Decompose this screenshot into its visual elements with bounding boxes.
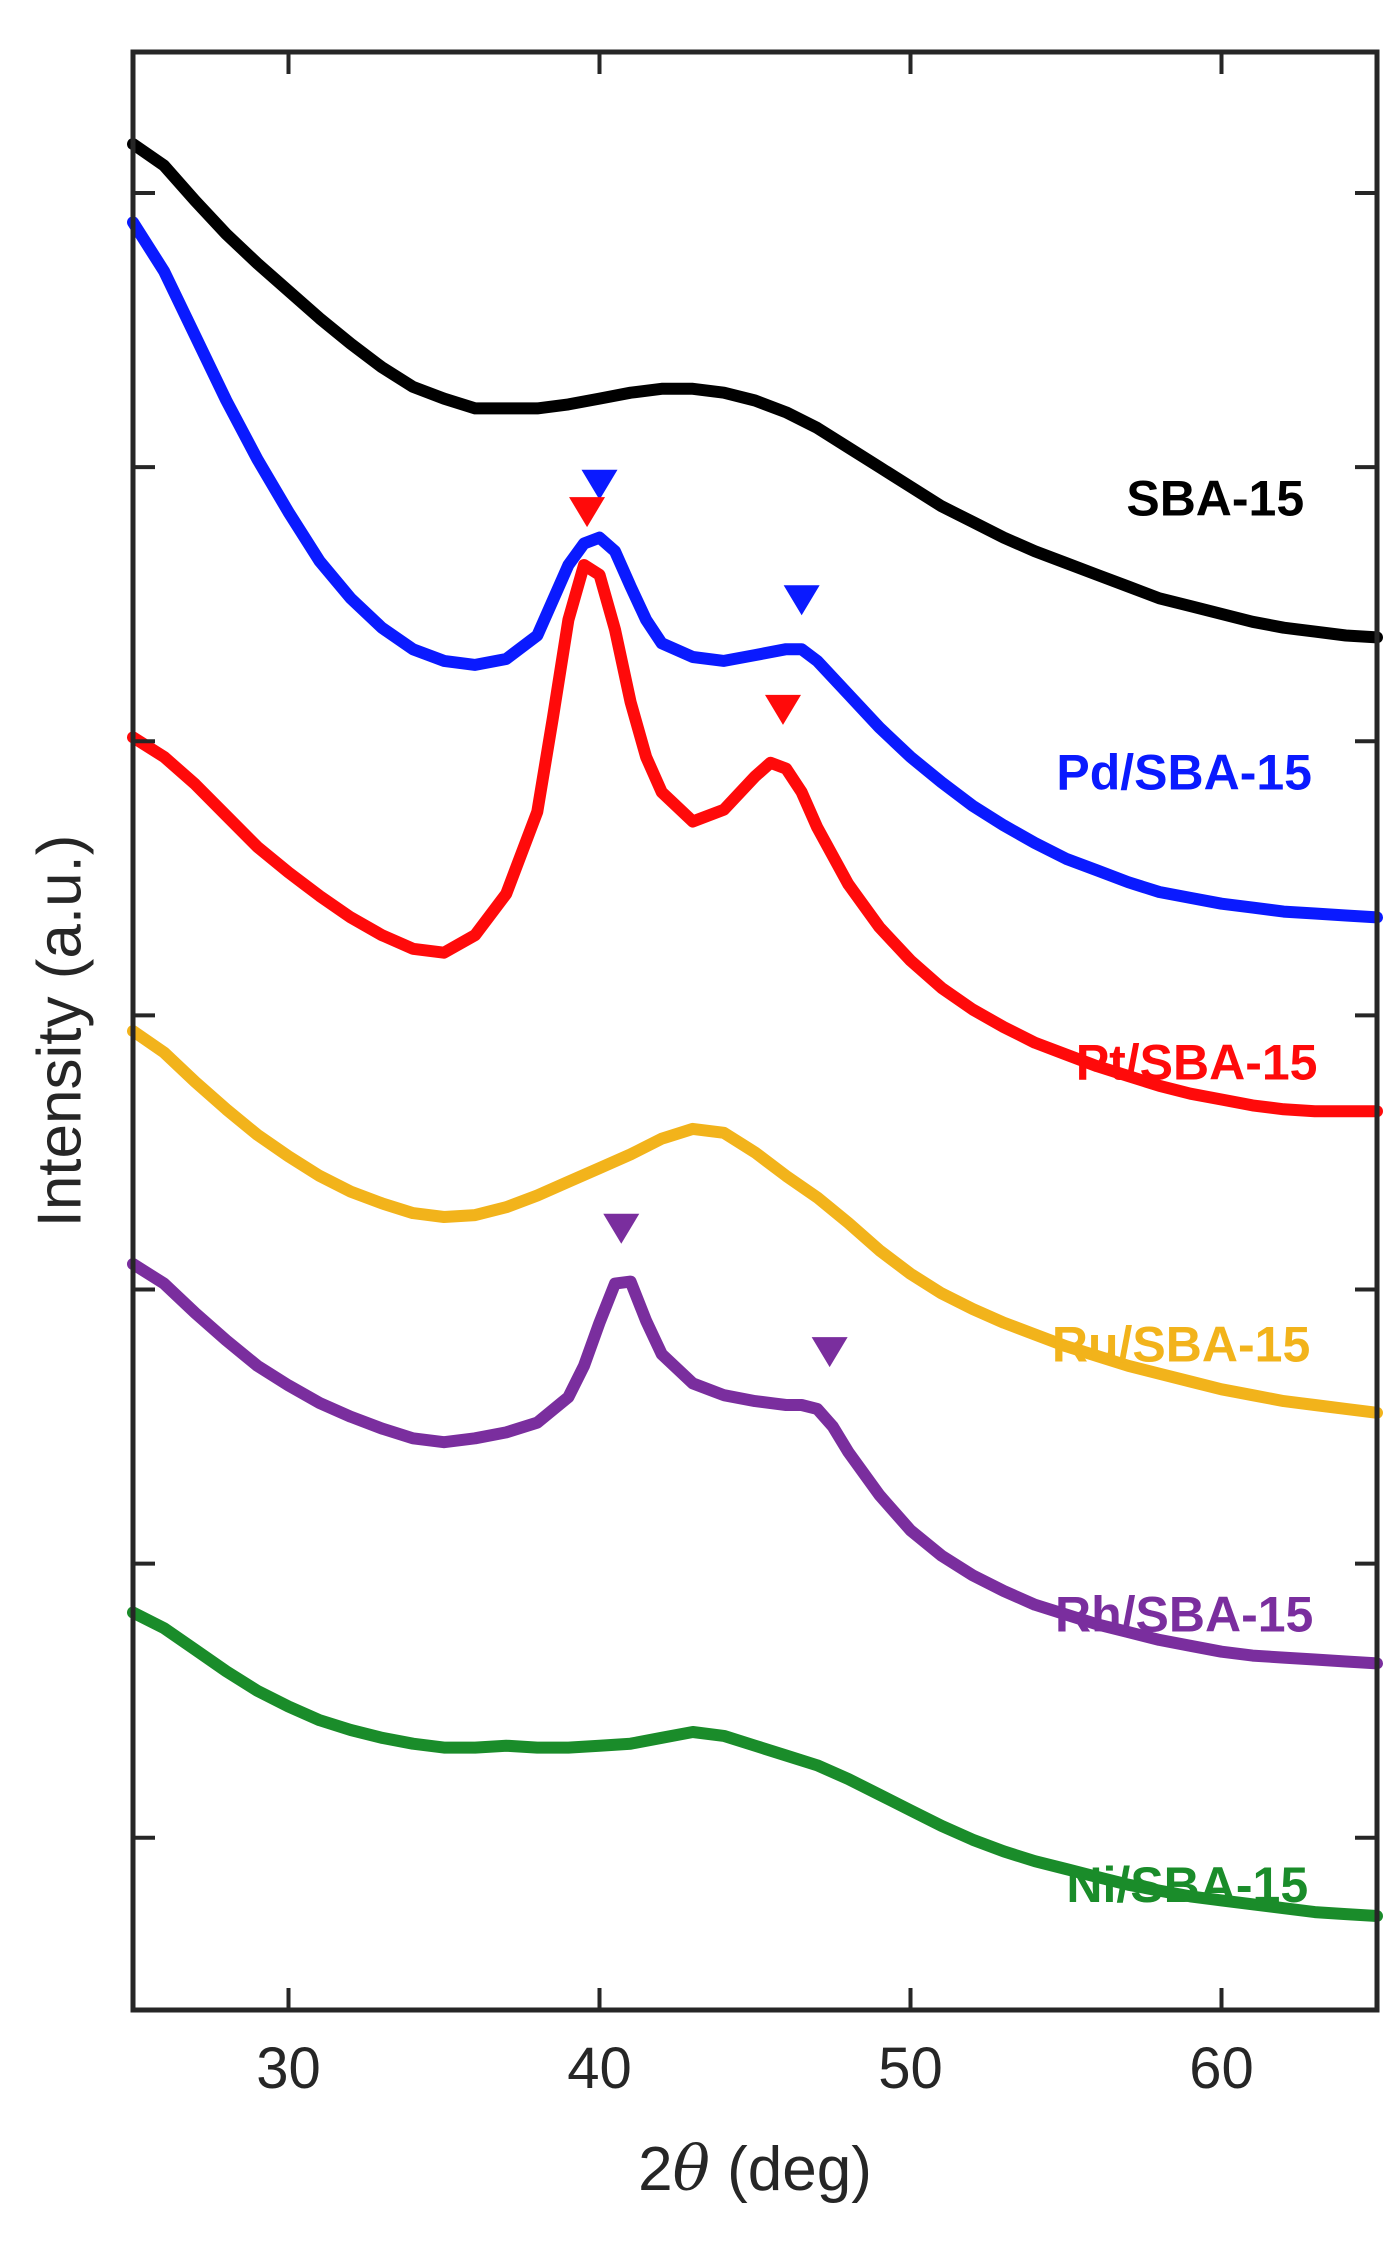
series-line-pd-sba-15 xyxy=(127,216,1383,924)
x-tick-label-40: 40 xyxy=(567,2036,632,2101)
peak-marker-4 xyxy=(764,694,801,725)
x-tick-label-50: 50 xyxy=(878,2036,943,2101)
x-tick-label-60: 60 xyxy=(1189,2036,1254,2101)
peak-marker-1 xyxy=(581,469,618,500)
series-line-ni-sba-15 xyxy=(127,1606,1383,1922)
peak-marker-3 xyxy=(569,497,606,528)
series-line-pt-sba-15 xyxy=(127,559,1383,1118)
peak-marker-2 xyxy=(783,585,820,616)
series-label-pd-sba-15: Pd/SBA-15 xyxy=(1056,745,1312,801)
series-line-sba-15 xyxy=(127,138,1383,644)
series-label-ni-sba-15: Ni/SBA-15 xyxy=(1066,1857,1308,1913)
series-line-rh-sba-15 xyxy=(127,1258,1383,1670)
series-layer xyxy=(127,138,1383,1922)
peak-marker-6 xyxy=(811,1337,848,1368)
series-label-layer: SBA-15 Pd/SBA-15 Pt/SBA-15 Ru/SBA-15 Rh/SBA-… xyxy=(1052,471,1318,1913)
x-axis-title: 2θ (deg) xyxy=(638,2132,872,2205)
x-axis-title-symbol: θ xyxy=(673,2132,710,2205)
y-axis-title: Intensity (a.u.) xyxy=(25,835,94,1228)
x-axis-title-suffix: (deg) xyxy=(710,2135,872,2204)
plot-frame xyxy=(130,49,1380,2013)
x-tick-label-30: 30 xyxy=(256,2036,321,2101)
series-label-sba-15: SBA-15 xyxy=(1126,471,1304,527)
axis-ticks: 30 40 50 60 xyxy=(133,52,1377,2101)
peak-marker-5 xyxy=(603,1213,640,1244)
series-label-rh-sba-15: Rh/SBA-15 xyxy=(1055,1587,1313,1643)
series-line-ru-sba-15 xyxy=(127,1025,1383,1419)
x-axis-title-prefix: 2 xyxy=(638,2135,672,2204)
series-label-ru-sba-15: Ru/SBA-15 xyxy=(1052,1316,1310,1372)
series-label-pt-sba-15: Pt/SBA-15 xyxy=(1076,1034,1318,1090)
peak-marker-layer xyxy=(569,469,848,1368)
